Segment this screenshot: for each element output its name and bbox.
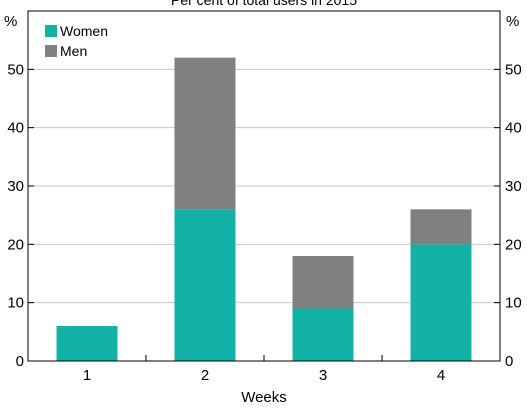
x-tick-label: 3: [319, 367, 327, 384]
x-tick-label: 2: [201, 367, 209, 384]
legend-swatch-women: [45, 25, 57, 37]
legend: Women Men: [45, 23, 108, 59]
chart-title: Per cent of total users in 2015: [171, 0, 357, 8]
bar-women-3: [292, 308, 354, 361]
y-tick-label-right: 30: [505, 178, 522, 195]
y-axis-unit-right: %: [506, 13, 519, 30]
y-tick-label-right: 0: [505, 353, 513, 370]
legend-swatch-men: [45, 45, 57, 57]
x-axis-title: Weeks: [241, 389, 287, 406]
x-tick-label: 4: [437, 367, 445, 384]
bar-women-4: [410, 244, 472, 361]
y-tick-label-left: 30: [7, 178, 24, 195]
y-tick-label-left: 10: [7, 295, 24, 312]
y-tick-label-left: 0: [16, 353, 24, 370]
axis-ticks: 0 0 10 10 20 20 30 30 40 40 50 50 1 2 3 4: [7, 61, 521, 384]
legend-label-women: Women: [60, 23, 108, 39]
bar-women-1: [56, 326, 118, 361]
y-tick-label-left: 20: [7, 236, 24, 253]
y-tick-label-right: 50: [505, 61, 522, 78]
legend-label-men: Men: [60, 43, 87, 59]
y-tick-label-left: 50: [7, 61, 24, 78]
bar-women-2: [174, 209, 236, 361]
y-tick-label-right: 40: [505, 120, 522, 137]
y-tick-label-right: 20: [505, 236, 522, 253]
bar-men-2: [174, 57, 236, 210]
bars: [56, 57, 472, 361]
bar-men-3: [292, 256, 354, 309]
y-axis-unit-left: %: [4, 13, 17, 30]
y-tick-label-left: 40: [7, 120, 24, 137]
y-tick-label-right: 10: [505, 295, 522, 312]
x-tick-label: 1: [83, 367, 91, 384]
bar-men-4: [410, 209, 472, 245]
